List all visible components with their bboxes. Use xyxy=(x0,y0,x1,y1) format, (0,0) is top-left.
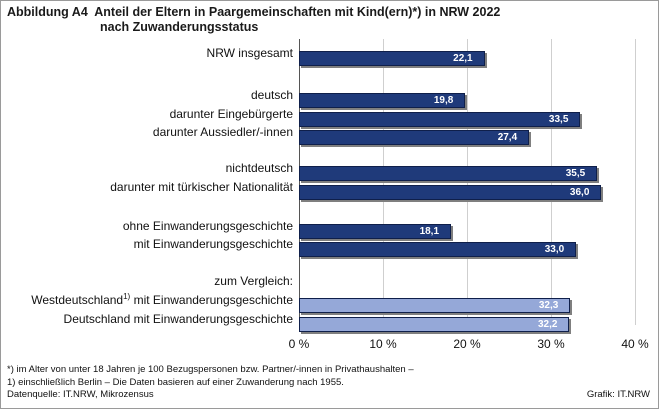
data-label: 32,2 xyxy=(538,319,558,330)
bar xyxy=(299,51,485,66)
y-axis-line xyxy=(299,39,300,325)
category-label-tuerkisch: darunter mit türkischer Nationalität xyxy=(110,180,293,194)
category-label-aussiedler: darunter Aussiedler/-innen xyxy=(152,125,293,139)
x-tick-label: 10 % xyxy=(369,337,397,351)
category-label-westdeutschland: Westdeutschland1) mit Einwanderungsgesch… xyxy=(31,292,293,308)
bar xyxy=(299,224,452,239)
category-label-ohne-einwanderung: ohne Einwanderungsgeschichte xyxy=(122,219,293,233)
data-label: 33,0 xyxy=(544,244,565,255)
bar xyxy=(299,317,570,332)
category-label-eingebuergerte: darunter Eingebürgerte xyxy=(169,107,293,121)
x-tick-label: 0 % xyxy=(288,337,310,351)
data-label: 35,5 xyxy=(565,168,586,179)
bar xyxy=(299,298,571,313)
gridline xyxy=(467,39,468,325)
footnote-2: 1) einschließlich Berlin – Die Daten bas… xyxy=(7,376,344,388)
category-label-deutsch: deutsch xyxy=(250,88,293,102)
x-tick-label: 40 % xyxy=(621,337,649,351)
data-label: 18,1 xyxy=(419,226,440,237)
x-tick-label: 30 % xyxy=(537,337,565,351)
category-label-nrw-insgesamt: NRW insgesamt xyxy=(206,46,293,60)
chart-title: Abbildung A4 Anteil der Eltern in Paarge… xyxy=(7,5,500,35)
comparison-heading: zum Vergleich: xyxy=(214,274,293,288)
category-label-deutschland: Deutschland mit Einwanderungsgeschichte xyxy=(63,312,293,326)
category-label-nichtdeutsch: nichtdeutsch xyxy=(225,161,293,175)
bar xyxy=(299,93,466,108)
footnote-marker: 1) xyxy=(123,292,131,301)
data-label: 27,4 xyxy=(497,132,518,143)
data-source: Datenquelle: IT.NRW, Mikrozensus xyxy=(7,389,154,400)
category-label-mit-einwanderung: mit Einwanderungsgeschichte xyxy=(133,237,293,251)
footnotes: *) im Alter von unter 18 Jahren je 100 B… xyxy=(7,364,414,402)
chart-title-line1: Abbildung A4 Anteil der Eltern in Paarge… xyxy=(7,5,501,19)
bar xyxy=(299,112,581,127)
gridline xyxy=(551,39,552,325)
bar xyxy=(299,185,602,200)
chart-title-line2: nach Zuwanderungsstatus xyxy=(100,20,259,34)
data-label: 19,8 xyxy=(433,95,454,106)
data-label: 36,0 xyxy=(569,187,590,198)
gridline xyxy=(635,39,636,325)
plot-area: NRW insgesamt deutsch darunter Eingebürg… xyxy=(1,39,659,359)
data-label: 33,5 xyxy=(548,114,569,125)
graphic-credit: Grafik: IT.NRW xyxy=(586,389,650,400)
data-label: 22,1 xyxy=(453,53,473,64)
bar xyxy=(299,130,530,145)
data-label: 32,3 xyxy=(538,300,559,311)
bar xyxy=(299,166,598,181)
gridline xyxy=(383,39,384,325)
x-tick-label: 20 % xyxy=(453,337,481,351)
footnote-1: *) im Alter von unter 18 Jahren je 100 B… xyxy=(7,364,414,375)
bar xyxy=(299,242,577,257)
